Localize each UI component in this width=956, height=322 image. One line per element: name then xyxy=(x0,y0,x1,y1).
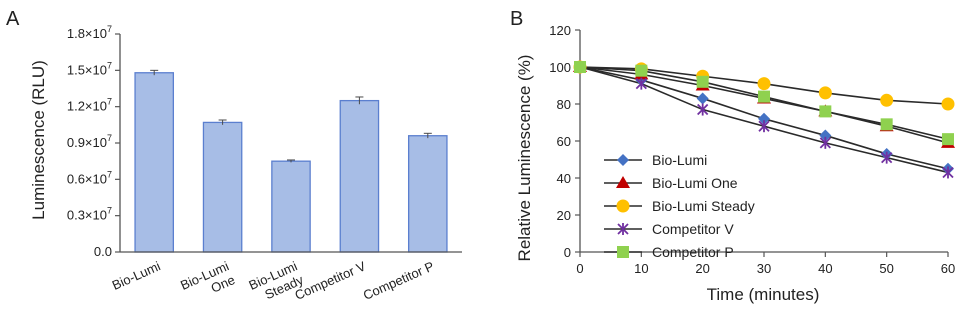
y-tick-label-a: 1.5×107 xyxy=(67,60,112,77)
x-tick-label-a: Competitor V xyxy=(292,258,368,303)
bar-a xyxy=(339,99,380,253)
data-point-competitor-v xyxy=(697,103,709,116)
panel-label-b: B xyxy=(510,8,523,30)
panel-a-bar-chart: A Luminescence (RLU) 0.00.3×1070.6×1070.… xyxy=(6,8,462,306)
legend-label-bio-lumi-one: Bio-Lumi One xyxy=(652,175,738,191)
y-tick-label-b: 20 xyxy=(557,208,571,223)
axes-a xyxy=(119,34,462,253)
x-tick-label-b: 30 xyxy=(757,261,771,276)
bar-a xyxy=(134,72,175,253)
y-ticks-a: 0.00.3×1070.6×1070.9×1071.2×1071.5×1071.… xyxy=(67,24,120,259)
y-tick-label-b: 120 xyxy=(549,23,571,38)
panel-b-line-chart: B Relative Luminescence (%) Time (minute… xyxy=(510,8,955,304)
x-tick-label-b: 40 xyxy=(818,261,832,276)
data-point-competitor-p xyxy=(880,118,893,131)
y-tick-label-b: 0 xyxy=(564,245,571,260)
x-ticks-b: 0 10 20 30 40 50 60 xyxy=(576,252,955,276)
y-tick-power-a: 7 xyxy=(107,169,112,179)
y-tick-mantissa-a: 0.0 xyxy=(94,244,112,259)
x-tick-label-b: 60 xyxy=(941,261,955,276)
x-tick-labels-a: Bio-Lumi Bio-LumiOne Bio-LumiSteadyCompeti… xyxy=(110,258,437,306)
x-axis-title-b: Time (minutes) xyxy=(707,285,820,304)
legend-b: Bio-Lumi Bio-Lumi One Bio-Lumi Steady Compe… xyxy=(604,152,755,260)
y-tick-mantissa-a: 0.9×10 xyxy=(67,135,107,150)
x-tick-label-line-a: Competitor P xyxy=(361,258,436,303)
x-tick-label-b: 0 xyxy=(576,261,583,276)
y-tick-power-a: 7 xyxy=(107,133,112,143)
y-tick-power-a: 7 xyxy=(107,97,112,107)
legend-label-bio-lumi: Bio-Lumi xyxy=(652,152,707,168)
x-tick-label-b: 10 xyxy=(634,261,648,276)
y-tick-mantissa-a: 1.8×10 xyxy=(67,26,107,41)
data-point-competitor-v xyxy=(881,151,893,164)
y-tick-mantissa-a: 0.6×10 xyxy=(67,171,107,186)
legend-marker-bio-lumi-one xyxy=(616,176,630,188)
y-tick-label-a: 0.3×107 xyxy=(67,206,112,223)
y-tick-mantissa-a: 0.3×10 xyxy=(67,208,107,223)
x-tick-label-a: Bio-LumiOne xyxy=(178,258,237,306)
data-point-competitor-v xyxy=(635,77,647,90)
bar-a xyxy=(202,121,243,253)
y-tick-label-b: 60 xyxy=(557,134,571,149)
data-point-competitor-p xyxy=(758,90,770,103)
data-point-competitor-p xyxy=(635,64,648,77)
data-point-competitor-v xyxy=(819,136,831,149)
legend-marker-competitor-v xyxy=(617,223,629,235)
data-point-competitor-p xyxy=(942,133,954,146)
legend-marker-competitor-p xyxy=(617,246,629,258)
x-tick-label-a: Bio-Lumi xyxy=(110,258,163,293)
y-axis-title-a: Luminescence (RLU) xyxy=(29,60,48,220)
legend-marker-bio-lumi xyxy=(617,154,629,166)
y-tick-power-a: 7 xyxy=(107,206,112,216)
y-tick-label-a: 0.6×107 xyxy=(67,169,112,186)
data-point-bio-lumi-steady xyxy=(757,77,771,91)
error-bars-a xyxy=(150,69,432,163)
series-b xyxy=(573,60,955,179)
data-point-competitor-v xyxy=(942,166,954,179)
data-point-competitor-v xyxy=(758,120,770,133)
y-tick-power-a: 7 xyxy=(107,60,112,70)
data-point-bio-lumi-steady xyxy=(941,97,955,111)
data-point-bio-lumi-steady xyxy=(818,86,832,100)
data-point-bio-lumi-steady xyxy=(880,93,894,107)
data-point-bio-lumi xyxy=(819,129,832,142)
x-tick-label-line-a: Competitor V xyxy=(292,258,368,303)
data-point-bio-lumi xyxy=(758,112,770,125)
data-point-bio-lumi xyxy=(696,92,709,105)
y-tick-power-a: 7 xyxy=(107,24,112,34)
data-point-competitor-p xyxy=(819,105,832,118)
data-point-competitor-p xyxy=(696,75,709,88)
x-tick-label-a: Competitor P xyxy=(361,258,436,303)
y-tick-label-b: 80 xyxy=(557,97,571,112)
y-tick-label-a: 0.9×107 xyxy=(67,133,112,150)
panel-label-a: A xyxy=(6,8,20,30)
y-tick-label-a: 0.0 xyxy=(94,244,112,259)
x-tick-label-b: 50 xyxy=(879,261,893,276)
bar-a xyxy=(271,160,311,253)
x-tick-label-line-a: Bio-Lumi xyxy=(110,258,163,293)
legend-label-competitor-v: Competitor V xyxy=(652,221,734,237)
y-ticks-b: 0 20 40 60 80 100 120 xyxy=(549,23,580,260)
x-tick-label-b: 20 xyxy=(695,261,709,276)
y-tick-label-b: 40 xyxy=(557,171,571,186)
legend-label-competitor-p: Competitor P xyxy=(652,244,734,260)
y-tick-mantissa-a: 1.5×10 xyxy=(67,62,107,77)
y-tick-label-b: 100 xyxy=(549,60,571,75)
bar-a xyxy=(407,135,448,253)
data-point-competitor-p xyxy=(574,61,586,73)
legend-label-bio-lumi-steady: Bio-Lumi Steady xyxy=(652,198,755,214)
y-tick-mantissa-a: 1.2×10 xyxy=(67,99,107,114)
y-tick-label-a: 1.2×107 xyxy=(67,97,112,114)
y-tick-label-a: 1.8×107 xyxy=(67,24,112,41)
y-axis-title-b: Relative Luminescence (%) xyxy=(515,55,534,262)
legend-marker-bio-lumi-steady xyxy=(616,199,630,213)
axes-b xyxy=(579,30,948,253)
